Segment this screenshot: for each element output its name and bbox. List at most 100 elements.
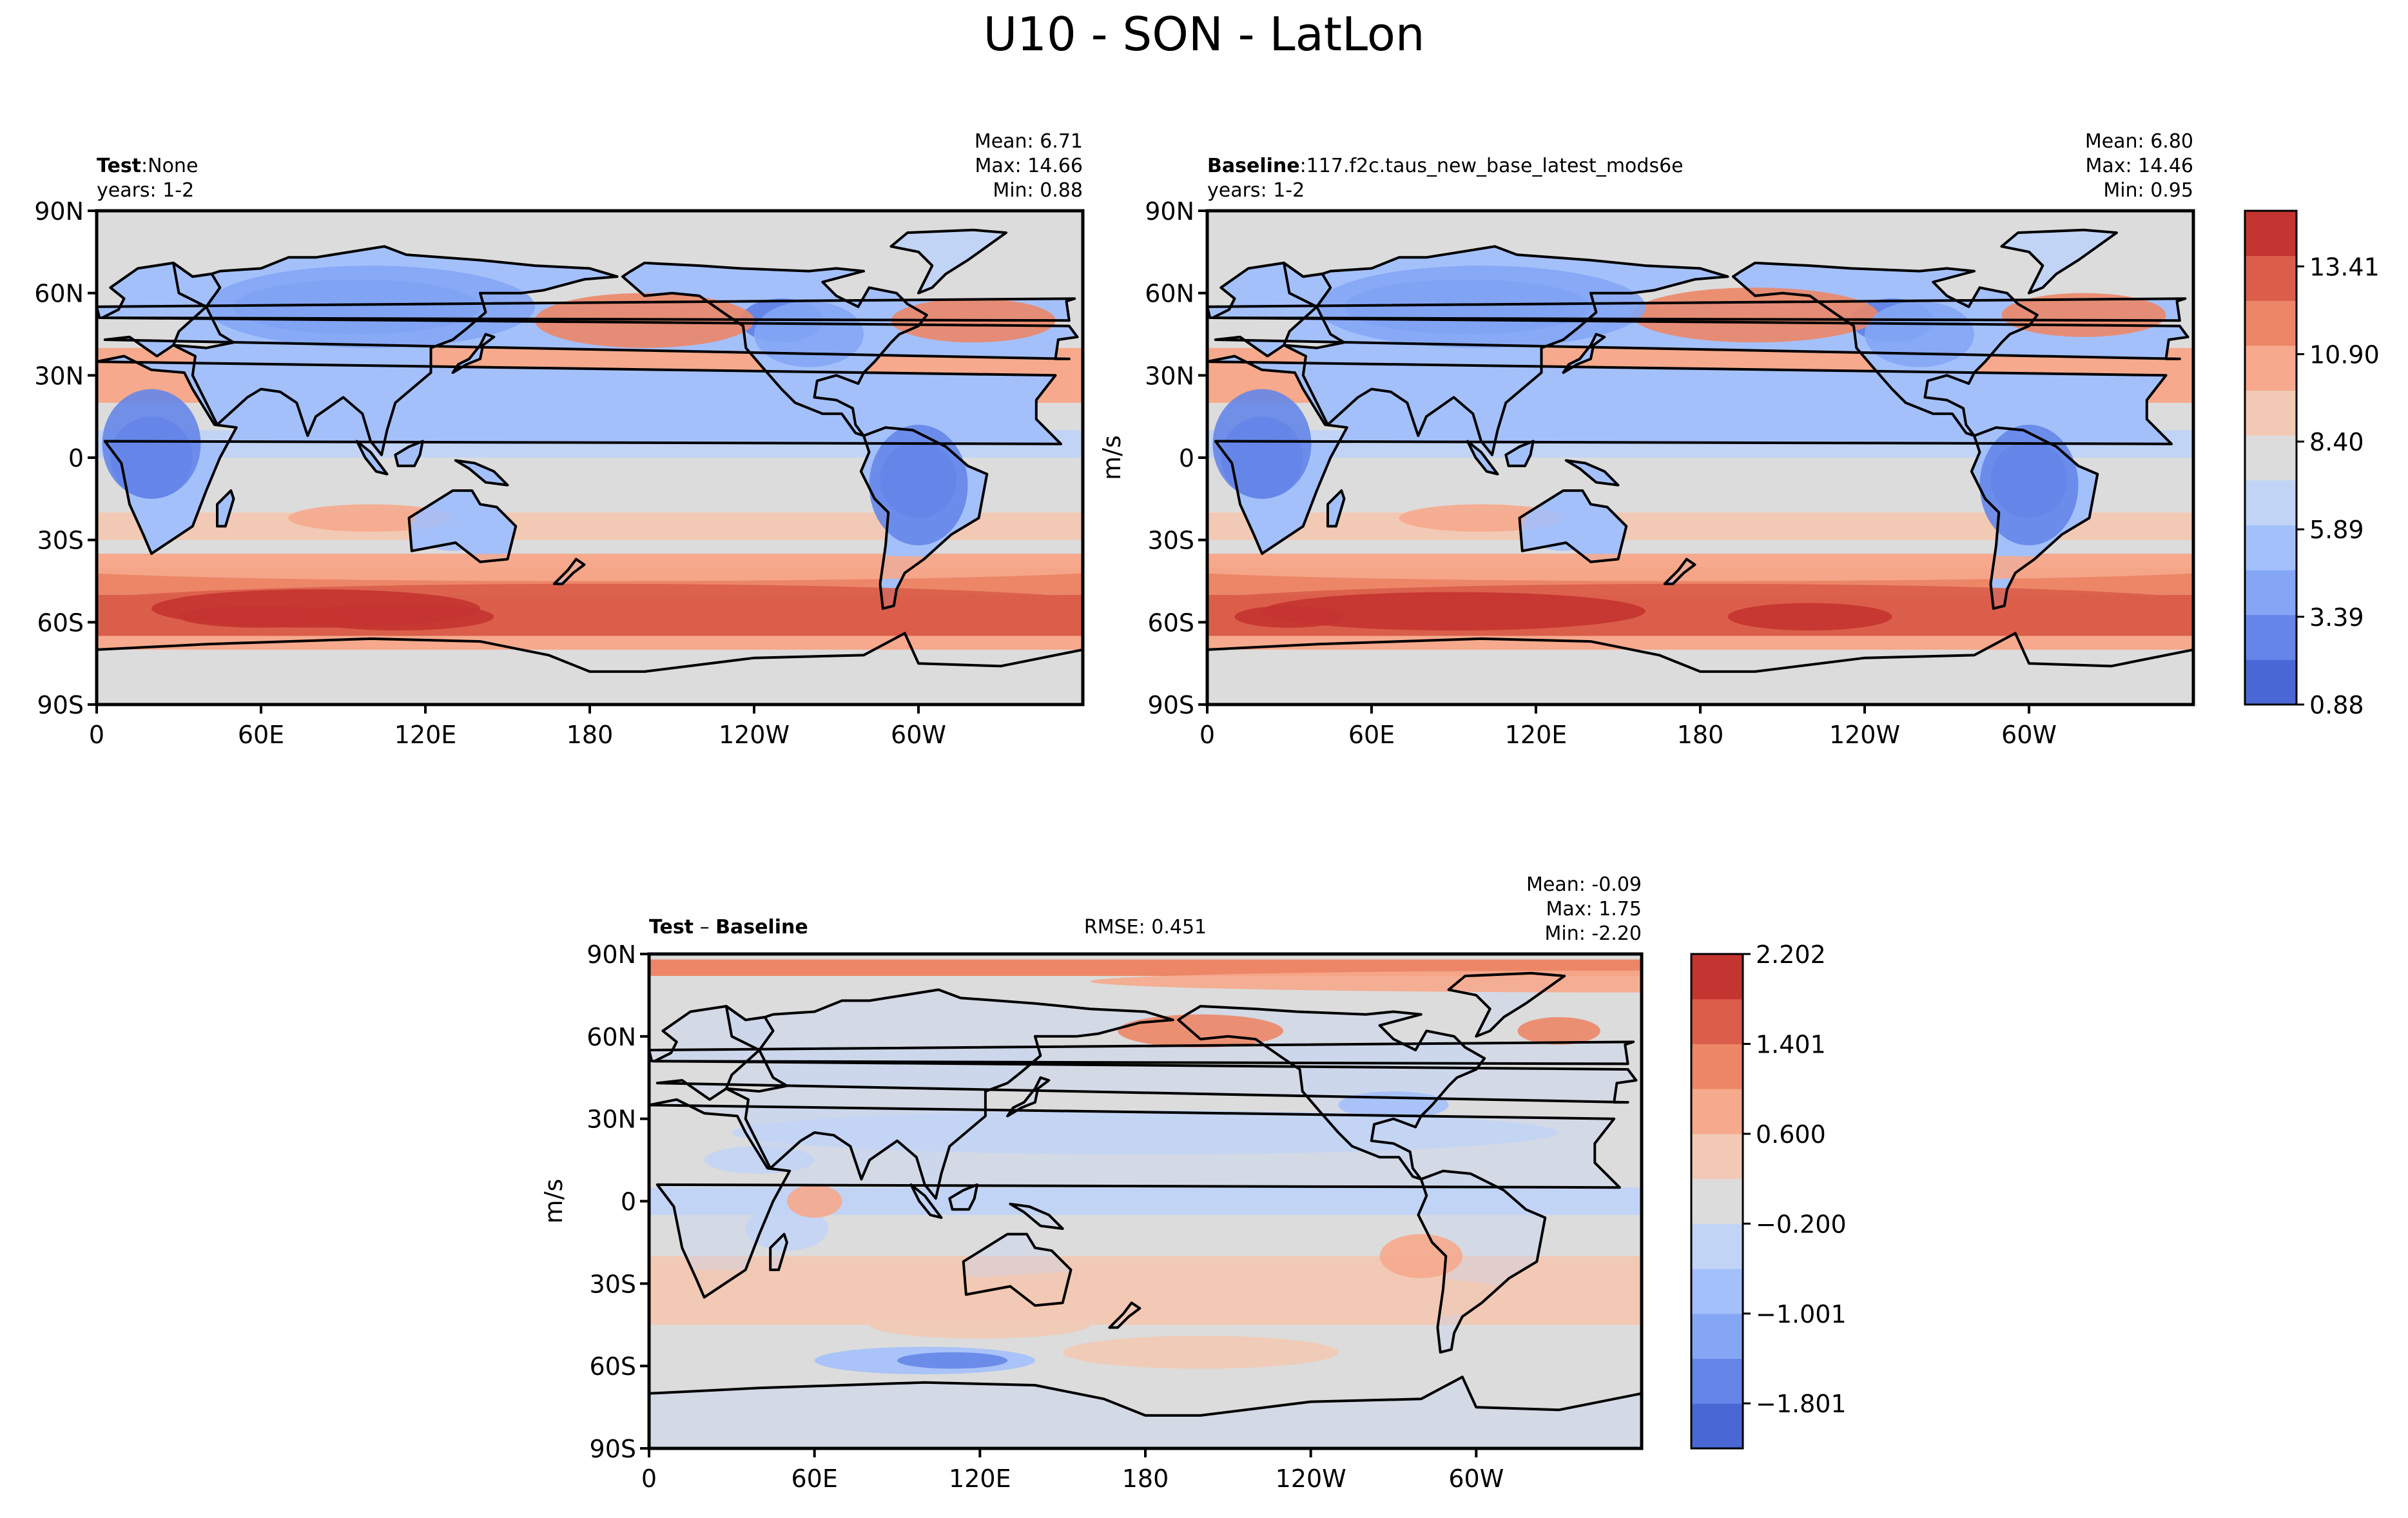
x-tick-label: 120E — [394, 721, 457, 749]
panel-label-bold: Test — [649, 916, 694, 939]
x-tick-label: 60E — [791, 1464, 837, 1493]
colorbar-block — [1691, 1044, 1743, 1089]
y-tick-label: 90S — [590, 1435, 636, 1463]
panel-years: years: 1-2 — [1207, 179, 1305, 202]
y-tick-label: 60N — [34, 280, 84, 308]
colorbar-block — [1691, 1403, 1743, 1449]
field-contour — [617, 603, 837, 631]
panel-label-value: 117.f2c.taus_new_base_latest_mods6e — [1306, 155, 1684, 177]
land-fill-borneo — [1506, 441, 1533, 466]
x-tick-label: 120W — [1829, 721, 1900, 749]
field-contour — [869, 1270, 1531, 1325]
colorbar-block — [2245, 435, 2296, 481]
map-field — [649, 954, 1642, 1448]
panel-stat: Mean: 6.71 — [975, 130, 1083, 153]
x-tick-label: 60W — [2001, 721, 2057, 749]
x-tick-label: 0 — [641, 1464, 657, 1493]
field-contour — [786, 1184, 842, 1218]
coastline-uk — [97, 297, 1076, 322]
land-fill-newguinea — [1010, 1203, 1063, 1229]
land-fill-madagascar — [1328, 491, 1345, 527]
y-tick-label: 60N — [587, 1023, 636, 1051]
coastline-nz — [1108, 1301, 1141, 1329]
coastline-australia — [1518, 489, 1628, 563]
coastline-madagascar — [769, 1232, 788, 1271]
land-fill-greenland — [2001, 229, 2117, 293]
colorbar-tick-label: 2.202 — [1756, 940, 1826, 969]
colorbar-tick-label: 1.401 — [1756, 1031, 1826, 1059]
field-contour — [1517, 1017, 1600, 1045]
colorbar-block — [2245, 525, 2296, 570]
field-contour — [1979, 424, 2079, 546]
y-tick-label: 90N — [1145, 197, 1194, 226]
field-contour — [897, 1352, 1008, 1369]
field-contour — [1090, 970, 1642, 993]
field-contour — [288, 504, 453, 532]
field-contour — [1522, 501, 1605, 551]
coastline-sumatra — [1466, 440, 1499, 476]
x-tick-label: 120W — [1276, 1464, 1346, 1493]
field-contour — [704, 1146, 815, 1174]
panel-label-sep: : — [1300, 155, 1306, 177]
field-contour — [869, 424, 968, 546]
coastline-uk — [649, 1040, 1635, 1066]
panel-label: Test:None — [97, 155, 198, 177]
coastline-greenland — [2000, 228, 2118, 295]
coastline-australia — [407, 489, 518, 563]
colorbar-tick-label: 0.88 — [2309, 691, 2364, 719]
colorbar-tick-label: 8.40 — [2309, 428, 2364, 456]
colorbar-tick-label: 0.600 — [1756, 1120, 1826, 1149]
x-tick-label: 180 — [1677, 721, 1724, 749]
panel-stat: Min: 0.88 — [993, 179, 1083, 202]
field-contour — [1865, 301, 1974, 367]
coastline-newguinea — [454, 459, 509, 487]
coastline-namerica — [1732, 261, 2039, 437]
field-contour — [1062, 1336, 1339, 1369]
colorbar-block — [1691, 1133, 1743, 1180]
field-contour — [754, 301, 864, 367]
coastline-samerica — [859, 426, 989, 610]
colorbar-block — [1691, 954, 1743, 1000]
panel-years: years: 1-2 — [97, 179, 194, 202]
colorbar-block — [2245, 211, 2296, 257]
x-tick-label: 180 — [567, 721, 614, 749]
field-contour — [1212, 389, 1312, 499]
colorbar-block — [2245, 659, 2296, 705]
y-tick-label: 30S — [37, 527, 84, 555]
field-contour — [869, 1310, 1091, 1339]
field-contour — [1207, 553, 2193, 581]
x-tick-label: 0 — [1199, 721, 1215, 749]
colorbar-block — [2245, 614, 2296, 660]
coastline-borneo — [948, 1183, 979, 1211]
panels: 0 60E 120E 180 120W 60W 90N 60N 30N 0 30S 60S 90S Tes… — [34, 130, 2380, 1493]
panel-rmse: RMSE: 0.451 — [1084, 916, 1207, 939]
coastline-borneo — [1504, 440, 1535, 467]
x-tick-label: 60W — [891, 721, 946, 749]
colorbar-tick-label: 5.89 — [2309, 516, 2364, 544]
coastline-africa — [1207, 355, 2173, 555]
coastline-madagascar — [216, 489, 235, 528]
panel-label-value: None — [148, 155, 198, 177]
y-tick-label: 90S — [37, 691, 84, 719]
land-fill-uk — [649, 1042, 1634, 1064]
panel-label: Test – Baseline — [649, 916, 808, 939]
coastline-namerica — [1177, 1005, 1486, 1181]
coastline-uk — [1207, 297, 2187, 322]
field-contour — [1399, 504, 1564, 532]
land-fill-antarctica — [649, 1377, 1642, 1448]
panel-stat: Max: 1.75 — [1546, 898, 1642, 920]
colorbar: 2.202 1.401 0.600 −0.200 −1.001 −1.801 — [1690, 940, 1847, 1450]
panel-label-bold: Baseline — [715, 916, 808, 939]
y-tick-label: 0 — [621, 1188, 636, 1216]
field-contour — [302, 603, 494, 631]
panel-label-bold: Test — [97, 155, 141, 177]
y-tick-label: 30S — [590, 1270, 636, 1298]
colorbar-block — [1691, 1358, 1743, 1404]
y-axis-label: m/s — [1098, 435, 1126, 480]
land-fill-namerica — [1178, 1006, 1485, 1180]
land-fill-europe — [654, 1006, 1636, 1103]
colorbar-tick-label: −1.801 — [1756, 1390, 1847, 1418]
panel-label-sep: : — [141, 155, 148, 177]
colorbar-block — [2245, 255, 2296, 301]
